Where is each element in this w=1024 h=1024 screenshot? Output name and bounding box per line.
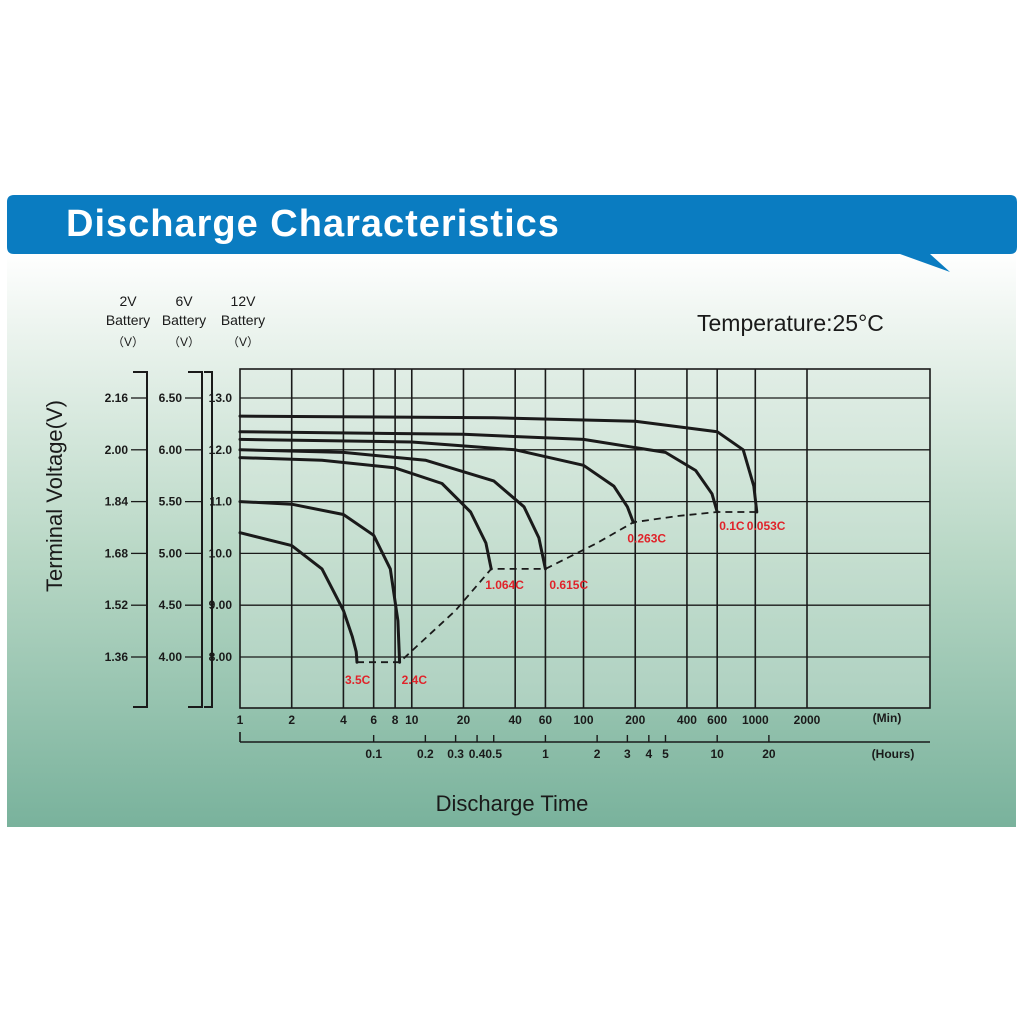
x-min-tick-label: 6	[370, 713, 377, 727]
y-axis-header: 2V	[119, 293, 137, 309]
x-hour-tick-label: 10	[711, 747, 725, 761]
y-tick-label: 1.36	[105, 650, 129, 664]
x-min-unit-label: (Min)	[873, 711, 902, 725]
series-0.615C-curve	[238, 448, 547, 571]
y-tick-label: 4.00	[159, 650, 183, 664]
x-min-tick-label: 60	[539, 713, 553, 727]
series-label: 0.1C	[719, 519, 745, 533]
series-0.1C-curve	[238, 430, 719, 514]
x-min-tick-label: 8	[392, 713, 399, 727]
x-hour-tick-label: 0.2	[417, 747, 434, 761]
temperature-label: Temperature:25°C	[697, 310, 884, 336]
y-tick-label: 6.00	[159, 443, 183, 457]
x-min-tick-label: 200	[625, 713, 645, 727]
title-banner	[7, 195, 1017, 272]
y-axis-header: Battery	[106, 312, 150, 328]
y-tick-label: 4.50	[159, 598, 183, 612]
y-tick-label: 1.68	[105, 546, 129, 560]
series-label: 3.5C	[345, 673, 371, 687]
series-3.5C-curve	[238, 531, 359, 664]
series-0.263C-curve	[238, 437, 635, 524]
series-label: 2.4C	[402, 673, 428, 687]
temperature-unit: °C	[858, 310, 884, 336]
y-axis-bracket	[188, 371, 203, 708]
y-tick-label: 2.00	[105, 443, 129, 457]
x-min-tick-label: 600	[707, 713, 727, 727]
title-banner-shape	[7, 195, 1017, 272]
x-hour-tick-label: 4	[645, 747, 652, 761]
y-tick-label: 5.00	[159, 546, 183, 560]
y-axis-bracket	[133, 371, 148, 708]
x-min-tick-label: 4	[340, 713, 347, 727]
chart-title: Discharge Characteristics	[66, 203, 560, 245]
x-hour-tick-label: 0.5	[485, 747, 502, 761]
x-hours-unit-label: (Hours)	[872, 747, 915, 761]
x-min-tick-label: 2	[288, 713, 295, 727]
y-axis-header: （V）	[227, 335, 259, 349]
y-tick-label: 9.00	[209, 598, 233, 612]
chart-panel	[7, 252, 1016, 827]
series-2.4C-curve	[238, 500, 402, 664]
y-tick-label: 1.52	[105, 598, 129, 612]
y-axis-header: Battery	[221, 312, 265, 328]
y-axis-title: Terminal Voltage(V)	[42, 400, 67, 592]
x-hour-tick-label: 5	[662, 747, 669, 761]
series-label: 0.263C	[627, 531, 666, 545]
x-axis-title: Discharge Time	[436, 791, 589, 816]
y-axis-header: 6V	[175, 293, 193, 309]
x-hour-tick-label: 1	[542, 747, 549, 761]
x-min-tick-label: 1000	[742, 713, 769, 727]
series-label: 1.064C	[485, 578, 524, 592]
y-axis-bracket	[204, 371, 213, 708]
y-axis-header: Battery	[162, 312, 206, 328]
y-tick-label: 12.0	[209, 443, 233, 457]
x-min-tick-label: 10	[405, 713, 419, 727]
cutoff-voltage-line	[357, 511, 757, 664]
series-label: 0.615C	[549, 578, 588, 592]
x-min-tick-label: 20	[457, 713, 471, 727]
series-1.064C-curve	[238, 456, 493, 571]
x-hour-tick-label: 3	[624, 747, 631, 761]
x-min-tick-label: 400	[677, 713, 697, 727]
y-tick-label: 10.0	[209, 546, 233, 560]
x-min-tick-label: 2000	[794, 713, 821, 727]
labels: 3.5C 2.4C 1.064C 0.615C 0.263C 0.1C 0.053C	[345, 519, 786, 687]
x-min-tick-label: 40	[508, 713, 522, 727]
x-hour-tick-label: 0.1	[365, 747, 382, 761]
y-tick-label: 11.0	[209, 495, 232, 509]
temperature-value: Temperature:25	[697, 310, 858, 336]
y-axis-header: （V）	[112, 335, 144, 349]
x-hour-tick-label: 0.3	[447, 747, 464, 761]
x-hour-tick-label: 0.4	[469, 747, 486, 761]
series-0.053C-curve	[238, 414, 759, 514]
y-tick-label: 1.84	[105, 495, 129, 509]
y-axis-header: 12V	[231, 293, 257, 309]
x-hour-tick-label: 2	[594, 747, 601, 761]
x-min-tick-label: 1	[237, 713, 244, 727]
x-min-tick-label: 100	[574, 713, 594, 727]
series-group	[238, 414, 759, 664]
y-tick-label: 5.50	[159, 495, 183, 509]
x-hour-tick-label: 20	[762, 747, 776, 761]
y-tick-label: 13.0	[209, 391, 233, 405]
series-label: 0.053C	[747, 519, 786, 533]
y-tick-label: 6.50	[159, 391, 183, 405]
y-tick-label: 8.00	[209, 650, 233, 664]
axes: 2V Battery （V） 2.16 2.00 1.84 1.68 1.52 1.36 6V Ba…	[42, 293, 930, 816]
y-tick-label: 2.16	[105, 391, 129, 405]
y-axis-header: （V）	[168, 335, 200, 349]
